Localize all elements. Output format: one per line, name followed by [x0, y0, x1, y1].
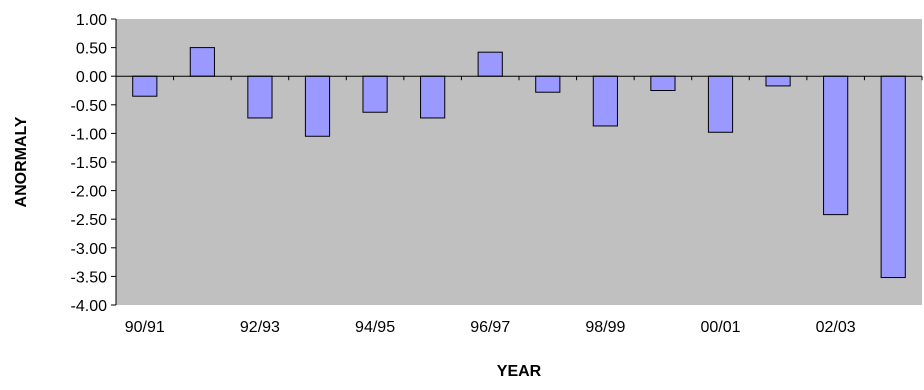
x-tick-label: 98/99 [585, 319, 625, 336]
x-tick-label: 94/95 [355, 319, 395, 336]
x-tick-label: 90/91 [125, 319, 165, 336]
bar-98-99 [592, 75, 618, 127]
x-tick-label: 02/03 [816, 319, 856, 336]
y-tick-label: -3.00 [71, 241, 108, 258]
y-tick-label: -2.00 [71, 184, 108, 201]
y-tick-label: -4.00 [71, 298, 108, 315]
y-tick-label: 1.00 [76, 12, 107, 29]
bar-03-04 [880, 75, 906, 279]
x-tick-label: 96/97 [470, 319, 510, 336]
y-tick-label: -0.50 [71, 98, 108, 115]
bar-01-02 [765, 75, 791, 87]
y-tick-label: -1.00 [71, 126, 108, 143]
y-tick-label: -2.50 [71, 212, 108, 229]
bar-97-98 [535, 75, 561, 93]
bar-90-91 [132, 75, 158, 97]
y-tick-label: -3.50 [71, 269, 108, 286]
x-axis-title: YEAR [497, 363, 542, 380]
bar-91-92 [189, 47, 215, 77]
y-tick-label: 0.50 [76, 41, 107, 58]
x-tick-label: 00/01 [700, 319, 740, 336]
plot-area [116, 19, 922, 305]
bars [132, 47, 906, 279]
y-axis-title: ANORMALY [13, 116, 30, 207]
bar-95-96 [420, 75, 446, 119]
x-tick-label: 92/93 [240, 319, 280, 336]
bar-00-01 [707, 75, 734, 133]
bar-99-00 [650, 75, 676, 91]
y-tick-label: 0.00 [76, 69, 107, 86]
bar-92-93 [247, 75, 273, 119]
y-tick-label: -1.50 [71, 155, 108, 172]
axes [111, 18, 923, 306]
bar-02-03 [823, 75, 849, 216]
bar-93-94 [304, 75, 331, 137]
bar-94-95 [362, 75, 388, 113]
bar-96-97 [477, 51, 503, 77]
tick-labels: 1.00 0.50 0.00 -0.50 -1.00 -1.50 -2.00 -2.50 -3.… [71, 12, 856, 336]
